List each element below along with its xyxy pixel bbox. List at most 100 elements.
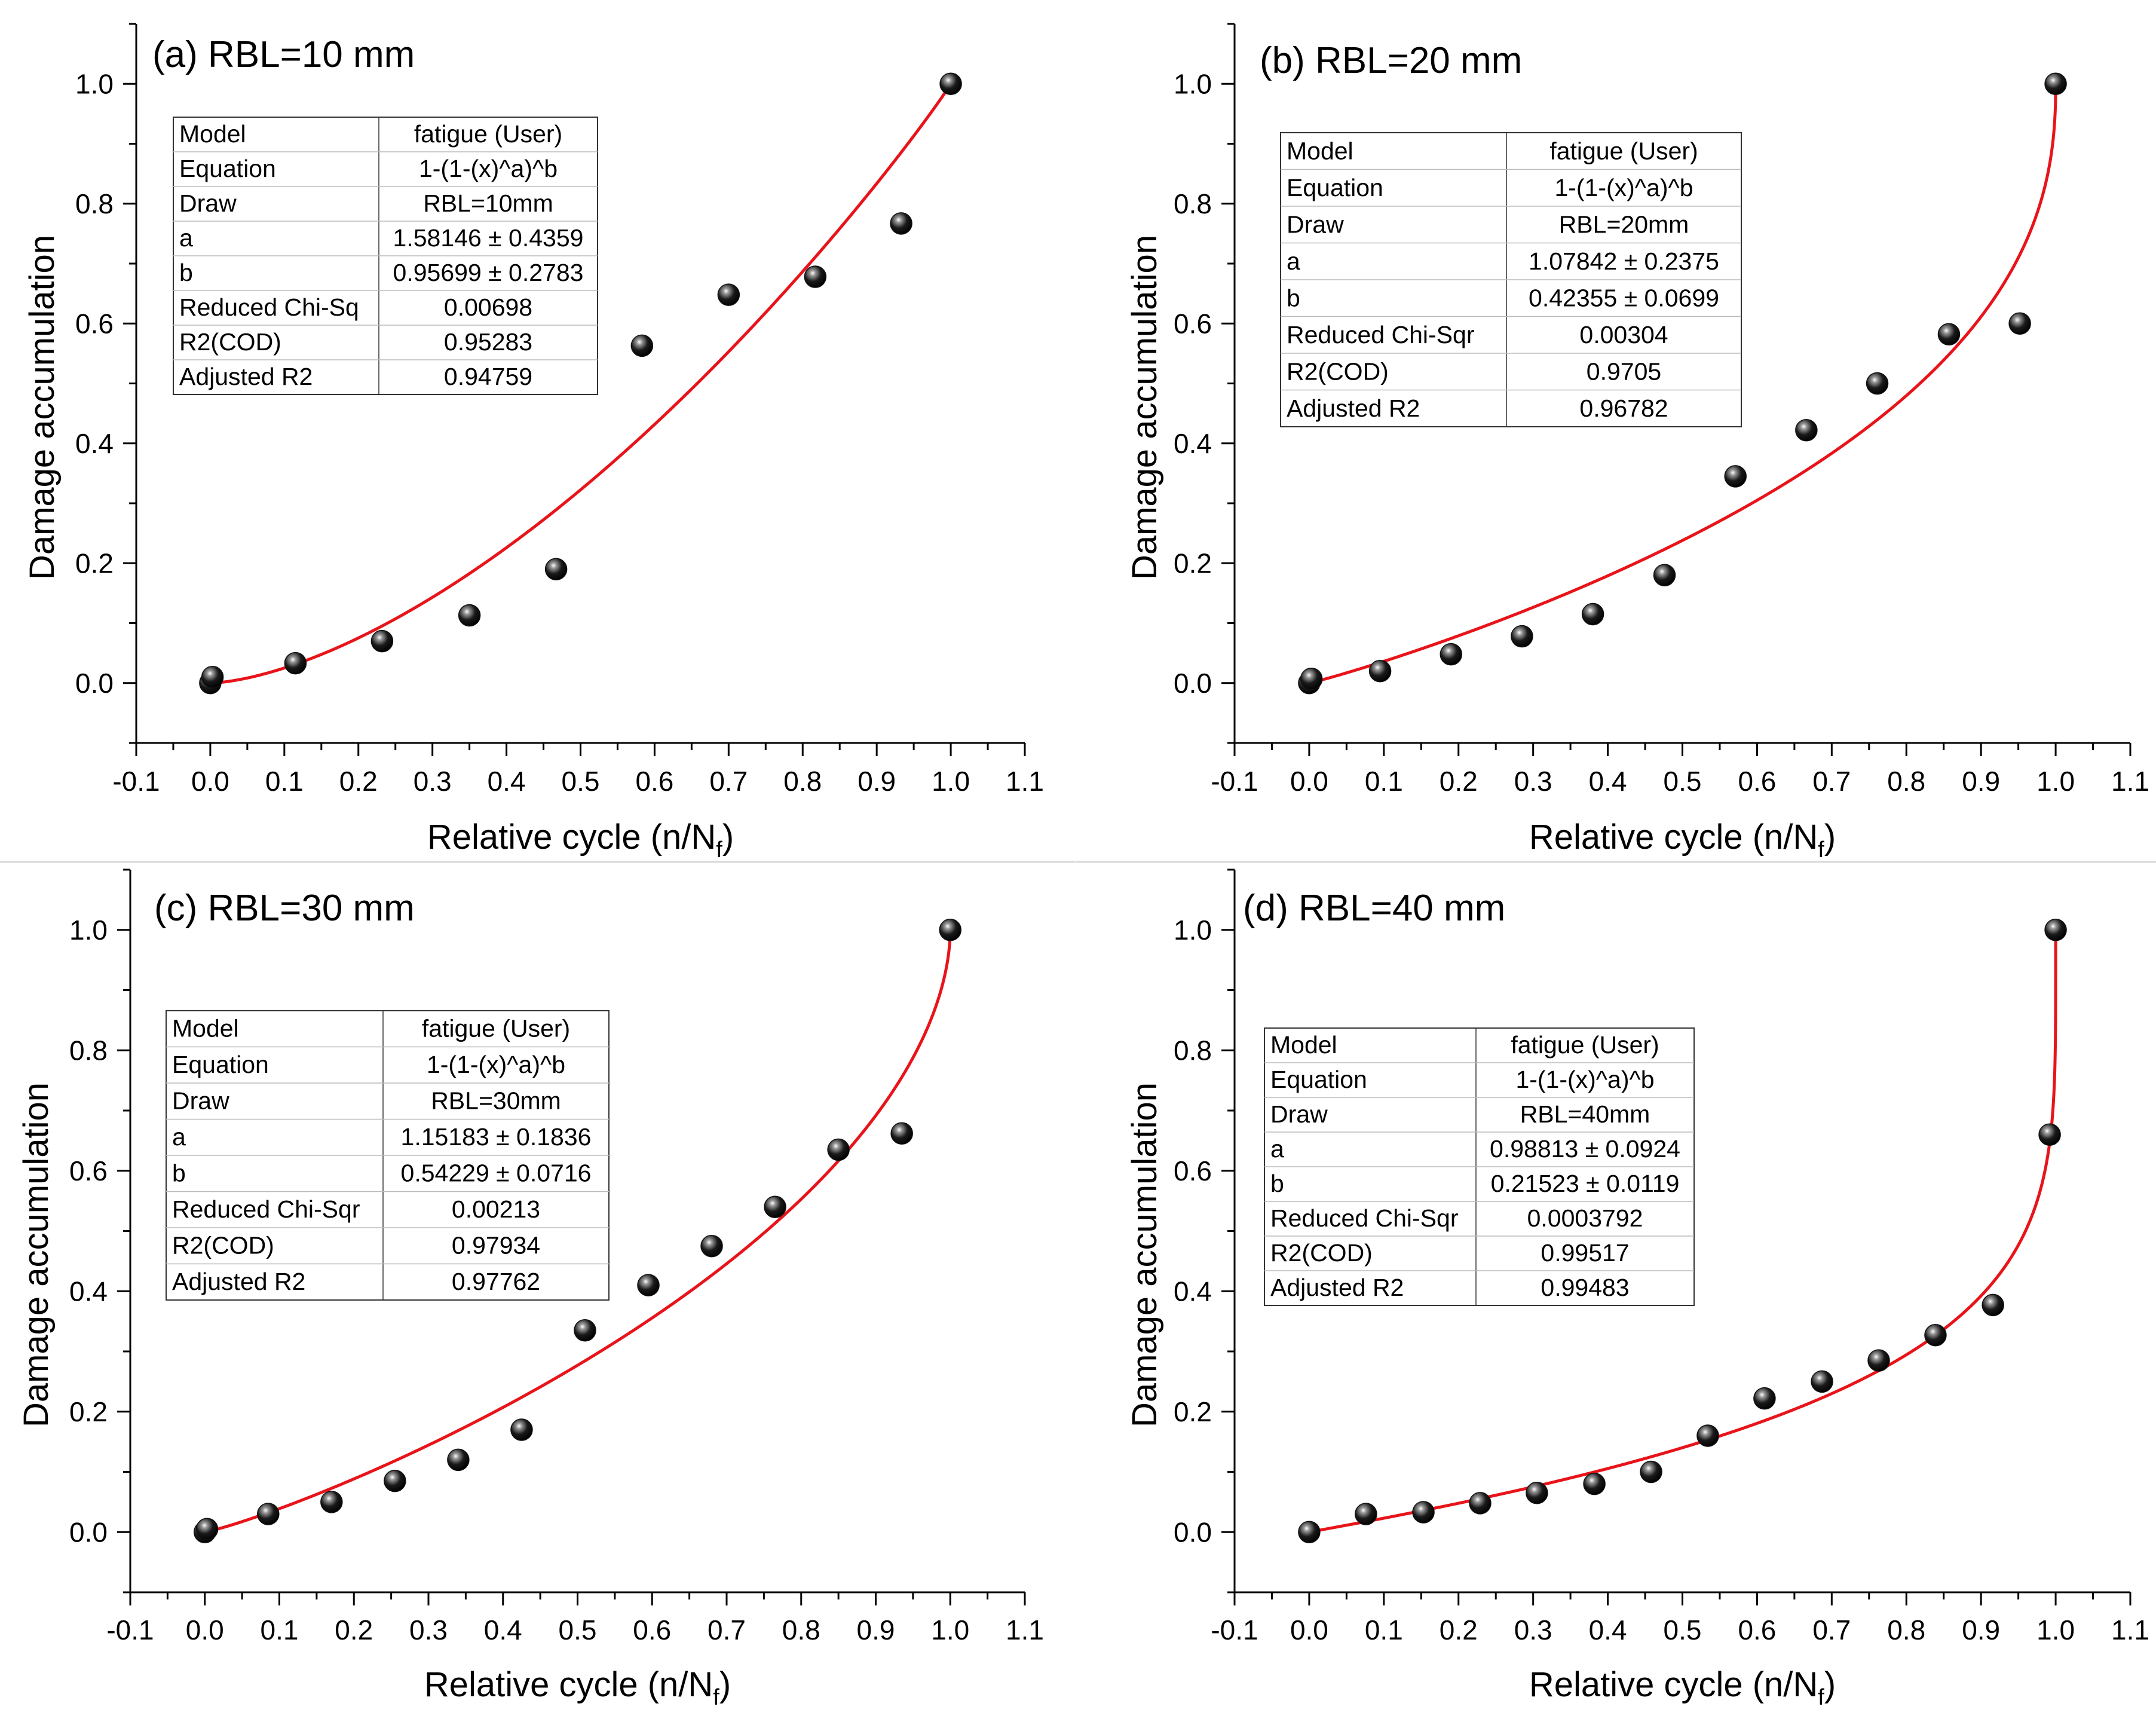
x-tick-label: -0.1 <box>112 766 160 797</box>
data-point <box>717 283 740 306</box>
x-tick-label: 1.1 <box>2111 766 2149 797</box>
table-key-cell: a <box>1270 1135 1284 1163</box>
data-point <box>2008 312 2031 335</box>
x-tick-label: 0.2 <box>1440 766 1478 797</box>
data-point <box>1640 1460 1662 1484</box>
table-key-cell: Draw <box>179 189 237 217</box>
data-point <box>284 652 307 675</box>
x-tick-label: 0.9 <box>857 1614 895 1645</box>
data-point <box>510 1418 533 1441</box>
data-point <box>1867 1349 1890 1372</box>
x-tick-label: -0.1 <box>1211 766 1258 797</box>
x-tick-label: 0.1 <box>1365 1614 1403 1645</box>
x-tick-label: 0.5 <box>1664 766 1702 797</box>
table-key-cell: Reduced Chi-Sqr <box>1270 1204 1459 1232</box>
table-key-cell: R2(COD) <box>1270 1239 1373 1267</box>
y-tick-label: 0.8 <box>69 1035 108 1066</box>
data-point <box>2044 919 2067 941</box>
fit-parameter-table: Model fatigue (User) Equation 1-(1-(x)^a)^b… <box>166 1010 610 1301</box>
y-tick-label: 0.6 <box>1174 308 1212 339</box>
data-point <box>1511 625 1533 648</box>
x-tick-label: 0.1 <box>1365 766 1403 797</box>
table-key-cell: R2(COD) <box>1287 357 1389 385</box>
data-point <box>1924 1324 1947 1347</box>
y-axis-title: Damage accumulation <box>17 1082 56 1427</box>
data-point <box>544 558 568 581</box>
data-point <box>1368 659 1392 683</box>
table-key-cell: Draw <box>1287 210 1344 238</box>
table-key-cell: Adjusted R2 <box>1287 394 1420 422</box>
table-value-cell: 0.54229 ± 0.0716 <box>401 1160 592 1187</box>
table-value-cell: 1-(1-(x)^a)^b <box>427 1051 565 1078</box>
table-value-cell: 0.42355 ± 0.0699 <box>1529 284 1719 311</box>
x-tick-label: 1.0 <box>2036 766 2075 797</box>
chart-panel-d: -0.1 0.0 0.1 0.2 0.3 0.4 0.5 0.6 0.7 0.8 0.9 1.0 1.1… <box>1125 868 2149 1710</box>
x-tick-label: 0.4 <box>484 1614 522 1645</box>
x-tick-label: 0.4 <box>1589 766 1627 797</box>
x-tick-label: 0.6 <box>633 1614 671 1645</box>
x-axis-title: Relative cycle (n/Nf) <box>427 818 734 862</box>
table-key-cell: Equation <box>1270 1066 1367 1093</box>
table-key-cell: Reduced Chi-Sqr <box>1287 321 1475 348</box>
table-key-cell: a <box>172 1123 186 1151</box>
data-point <box>384 1469 406 1492</box>
data-point <box>1526 1482 1548 1504</box>
table-value-cell: 0.0003792 <box>1527 1204 1643 1232</box>
x-axis-title: Relative cycle (n/Nf) <box>424 1665 731 1710</box>
x-tick-label: 0.8 <box>783 766 822 797</box>
y-tick-label: 0.2 <box>69 1396 108 1427</box>
x-tick-label: 0.9 <box>858 766 896 797</box>
data-point <box>574 1319 596 1342</box>
x-tick-label: 0.9 <box>1962 1614 2000 1645</box>
chart-panel-a: -0.1 0.0 0.1 0.2 0.3 0.4 0.5 0.6 0.7 0.8 0.9 1.0 1.1… <box>23 23 1044 862</box>
y-tick-label: 1.0 <box>1174 68 1212 99</box>
table-value-cell: 0.9705 <box>1587 357 1661 385</box>
table-value-cell: 0.97762 <box>452 1268 540 1295</box>
table-value-cell: 0.99517 <box>1541 1239 1629 1267</box>
data-point <box>804 265 827 288</box>
table-value-cell: RBL=10mm <box>423 189 553 217</box>
data-point <box>1412 1501 1435 1524</box>
data-point <box>1982 1293 2004 1317</box>
table-value-cell: RBL=30mm <box>431 1087 561 1115</box>
table-value-cell: 1-(1-(x)^a)^b <box>419 155 558 182</box>
data-point <box>637 1274 660 1296</box>
x-tick-label: 0.7 <box>709 766 748 797</box>
y-tick-label: 0.2 <box>75 548 114 579</box>
table-key-cell: Model <box>1270 1031 1337 1059</box>
y-tick-label: 0.0 <box>75 668 114 699</box>
data-point <box>939 919 961 941</box>
x-tick-label: 0.7 <box>1812 1614 1851 1645</box>
panel-title: (c) RBL=30 mm <box>154 888 415 929</box>
data-point <box>1866 372 1889 395</box>
table-value-cell: 0.99483 <box>1541 1274 1629 1301</box>
y-tick-label: 0.2 <box>1174 1396 1212 1427</box>
chart-panel-b: -0.1 0.0 0.1 0.2 0.3 0.4 0.5 0.6 0.7 0.8 0.9 1.0 1.1… <box>1125 23 2149 862</box>
y-axis-title: Damage accumulation <box>23 235 62 580</box>
table-value-cell: 0.21523 ± 0.0119 <box>1491 1170 1680 1197</box>
data-point <box>320 1491 343 1513</box>
data-point <box>890 212 912 235</box>
data-point <box>1440 643 1463 666</box>
table-key-cell: Reduced Chi-Sq <box>179 293 359 321</box>
data-point <box>195 1518 219 1540</box>
data-point <box>1696 1424 1719 1447</box>
table-value-cell: 1-(1-(x)^a)^b <box>1554 174 1693 201</box>
y-tick-label: 0.8 <box>1174 188 1212 219</box>
table-key-cell: Model <box>172 1015 239 1042</box>
table-key-cell: Reduced Chi-Sqr <box>172 1195 360 1223</box>
table-value-cell: 1-(1-(x)^a)^b <box>1515 1066 1654 1093</box>
x-tick-label: 1.0 <box>932 766 970 797</box>
x-tick-label: 0.3 <box>409 1614 448 1645</box>
table-key-cell: R2(COD) <box>179 328 281 356</box>
table-key-cell: Draw <box>172 1087 229 1115</box>
table-value-cell: 1.15183 ± 0.1836 <box>401 1123 592 1151</box>
table-value-cell: fatigue (User) <box>422 1015 570 1042</box>
y-tick-label: 1.0 <box>75 68 114 99</box>
data-point <box>630 334 654 357</box>
y-tick-label: 0.6 <box>1174 1155 1212 1186</box>
data-point <box>939 72 962 95</box>
x-tick-label: 0.7 <box>708 1614 746 1645</box>
x-tick-label: 0.0 <box>191 766 229 797</box>
